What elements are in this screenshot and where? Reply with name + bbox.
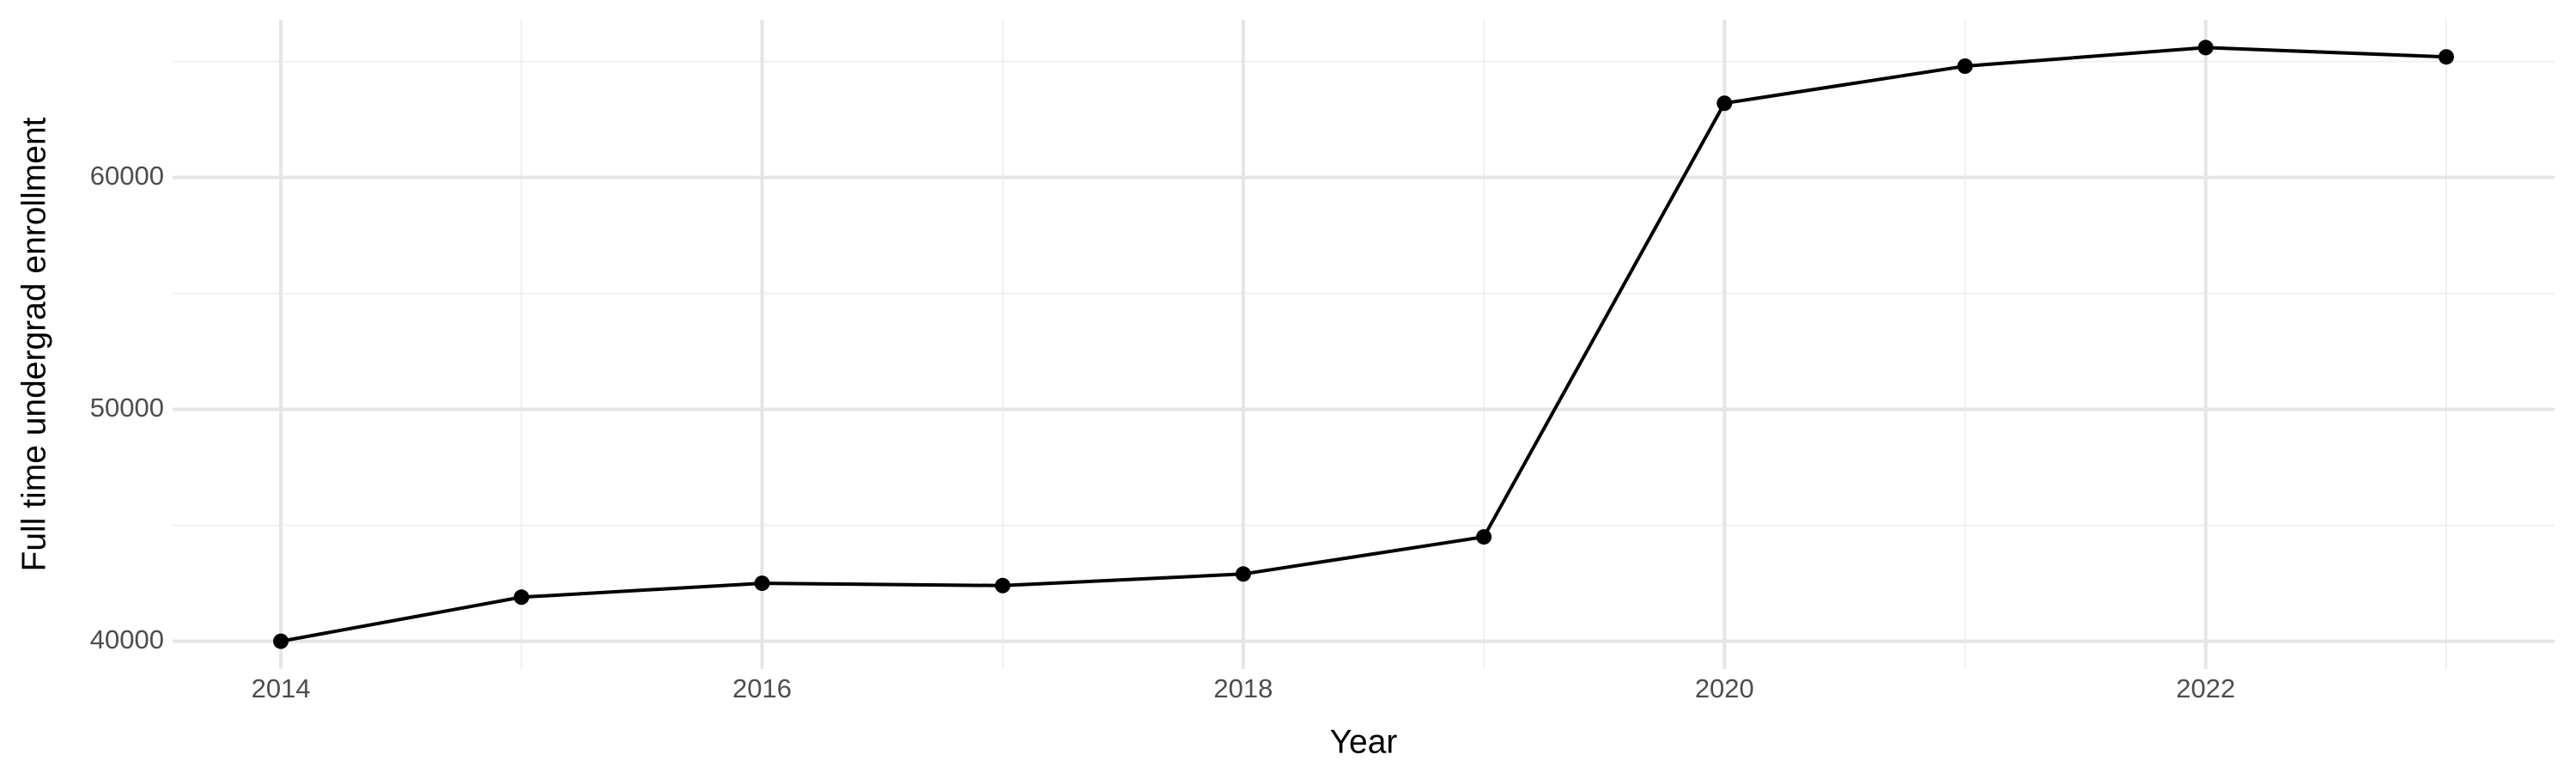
y-tick-label: 40000 [90,624,164,654]
point [273,633,289,649]
x-tick-label: 2020 [1695,673,1754,703]
point [1716,95,1733,112]
x-axis-title: Year [1330,723,1398,760]
point [754,575,770,592]
y-tick-label: 60000 [90,161,164,191]
x-tick-label: 2022 [2176,673,2235,703]
point [1235,566,1251,582]
point [2438,49,2454,65]
x-tick-label: 2018 [1213,673,1273,703]
y-tick-label: 50000 [90,393,164,423]
point [2197,40,2214,56]
point [1476,529,1492,545]
point [1957,58,1973,74]
point [513,589,530,606]
point [994,577,1011,593]
x-tick-label: 2016 [732,673,792,703]
line [280,46,2446,643]
y-axis-title: Full time undergrad enrollment [15,117,52,571]
x-tick-label: 2014 [252,673,311,703]
